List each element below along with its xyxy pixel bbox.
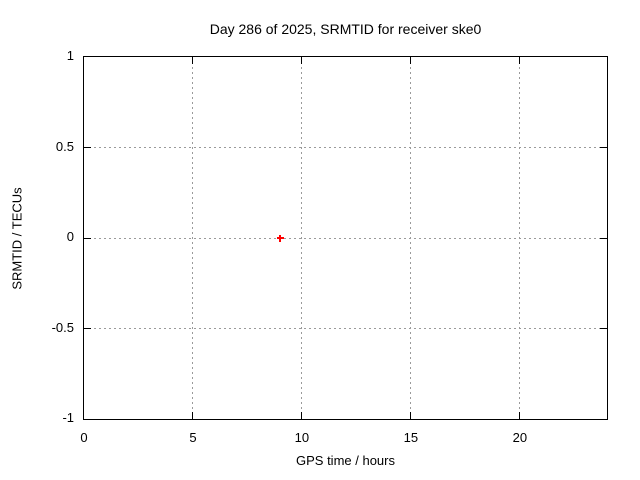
- x-tick-mark-bottom: [301, 412, 303, 419]
- x-tick-mark-top: [519, 57, 521, 64]
- x-tick-label: 20: [512, 430, 528, 445]
- y-tick-label: 0: [66, 229, 74, 244]
- y-tick-mark-right: [600, 328, 607, 329]
- y-gridline: [84, 147, 607, 148]
- plot-area: [83, 56, 608, 420]
- data-point-bar: [279, 234, 282, 242]
- y-tick-label: 1: [66, 48, 74, 63]
- y-gridline: [84, 328, 607, 329]
- x-axis-label: GPS time / hours: [296, 453, 395, 468]
- y-tick-label: -1: [62, 410, 74, 425]
- x-tick-label: 5: [189, 430, 197, 445]
- y-tick-mark-right: [600, 147, 607, 148]
- y-tick-label: 0.5: [55, 138, 74, 154]
- data-point-marker: [276, 234, 285, 243]
- x-tick-mark-bottom: [519, 412, 521, 419]
- x-tick-label: 10: [294, 430, 310, 445]
- y-tick-mark-right: [600, 237, 607, 239]
- y-gridline: [84, 237, 607, 239]
- chart-title: Day 286 of 2025, SRMTID for receiver ske…: [209, 21, 482, 37]
- x-tick-label: 15: [403, 430, 419, 445]
- x-tick-mark-bottom: [192, 412, 194, 419]
- x-tick-mark-bottom: [410, 412, 412, 419]
- x-tick-mark-top: [410, 57, 412, 64]
- y-tick-mark-left: [84, 237, 91, 239]
- y-tick-mark-left: [84, 328, 91, 329]
- y-tick-label: -0.5: [51, 319, 74, 335]
- x-tick-label: 0: [80, 430, 88, 445]
- y-tick-mark-left: [84, 147, 91, 148]
- x-tick-mark-top: [301, 57, 303, 64]
- x-tick-mark-top: [192, 57, 194, 64]
